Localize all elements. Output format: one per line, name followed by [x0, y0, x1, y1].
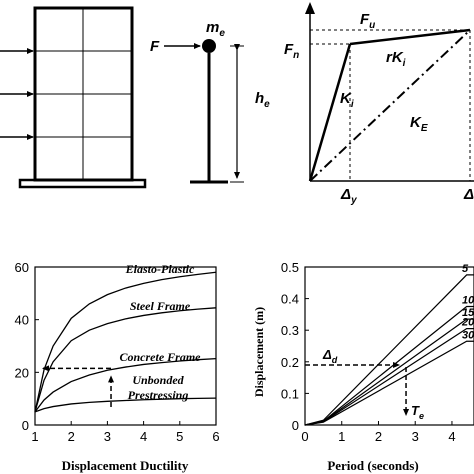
- bilinear-initial: [308, 43, 352, 182]
- lumped-mass: [202, 39, 216, 53]
- c-x-tick-label: 5: [176, 429, 183, 444]
- bilinear-post-yield: [349, 28, 471, 46]
- d-series-line: [304, 305, 474, 426]
- d-series-label: 15: [462, 307, 474, 319]
- d-axes: 0 1 2 3 4 0 0.1 0.2 0.3 0.4 0.5: [281, 260, 474, 444]
- rki-label: rK: [386, 49, 404, 66]
- svg-text:KE: KE: [410, 114, 428, 134]
- d-series-line: [304, 340, 474, 426]
- d-y-tick-label: 0.4: [281, 292, 299, 307]
- c-x-tick-label: 2: [68, 429, 75, 444]
- d-series-line: [304, 328, 474, 426]
- svg-text:Fn: Fn: [284, 41, 299, 61]
- d-annotation: Δd Te: [305, 347, 424, 421]
- d-series-label: 20: [461, 317, 474, 329]
- d-plot-frame: [304, 266, 474, 426]
- d-x-tick-label: 4: [448, 429, 455, 444]
- floor-force-arrows: [0, 48, 34, 140]
- mass-label: m: [206, 19, 219, 36]
- c-series-label: Steel Frame: [130, 299, 191, 313]
- fn-label: F: [284, 41, 294, 58]
- c-y-tick-label: 20: [15, 365, 29, 380]
- rki-subscript: i: [403, 58, 406, 69]
- c-x-tick-label: 1: [31, 429, 38, 444]
- dy-label: Δ: [340, 186, 351, 203]
- c-plot-frame: [34, 266, 217, 426]
- c-series-labels: Elasto-Plastic Steel Frame Concrete Frame U…: [120, 262, 202, 402]
- svg-text:me: me: [206, 19, 225, 39]
- c-series-line: [34, 357, 217, 413]
- c-xlabel: Displacement Ductility: [62, 458, 189, 473]
- height-subscript: e: [264, 99, 270, 110]
- c-x-tick-label: 4: [140, 429, 147, 444]
- c-y-tick-label: 60: [15, 260, 29, 275]
- d-xlabel: Period (seconds): [327, 458, 418, 473]
- du-label: Δ: [463, 186, 474, 203]
- c-y-tick-label: 0: [22, 418, 29, 433]
- d-lines: [304, 274, 474, 426]
- sdof-model: F me he: [150, 19, 270, 184]
- d-te-subscript: e: [419, 411, 424, 421]
- d-x-tick-label: 1: [338, 429, 345, 444]
- d-y-tick-label: 0: [292, 418, 299, 433]
- panel-force-displacement: Fu Fn rKi Ki KE Δy Δ: [284, 2, 474, 206]
- d-delta-subscript: d: [332, 355, 338, 365]
- d-x-tick-label: 3: [412, 429, 419, 444]
- c-series-line: [34, 271, 217, 412]
- svg-text:Fu: Fu: [360, 11, 375, 31]
- d-delta-label: Δd: [322, 347, 338, 365]
- d-series-label: 10: [462, 295, 474, 307]
- d-delta-symbol: Δ: [322, 347, 332, 362]
- d-y-tick-label: 0.5: [281, 260, 299, 275]
- panel-structure: F me he: [0, 6, 270, 189]
- c-series-label: Elasto-Plastic: [125, 262, 195, 276]
- d-te-label: Te: [411, 403, 424, 421]
- ke-label: K: [410, 114, 422, 131]
- c-series-line: [34, 397, 217, 413]
- d-x-tick-label: 2: [375, 429, 382, 444]
- c-series-label: Concrete Frame: [120, 350, 202, 364]
- fu-subscript: u: [369, 20, 375, 31]
- ki-label: K: [340, 90, 352, 107]
- svg-text:Ki: Ki: [340, 90, 354, 110]
- d-ylabel: Displacement (m): [252, 307, 266, 397]
- height-label: h: [255, 90, 264, 107]
- d-y-tick-label: 0.1: [281, 386, 299, 401]
- svg-text:he: he: [255, 90, 270, 110]
- d-y-tick-label: 0.2: [281, 355, 299, 370]
- force-label: F: [150, 38, 160, 55]
- c-series-label: Prestressing: [128, 388, 189, 402]
- c-x-tick-label: 3: [104, 429, 111, 444]
- fu-label: F: [360, 11, 370, 28]
- d-series-line: [304, 318, 474, 426]
- mass-subscript: e: [219, 28, 225, 39]
- c-annotation: [42, 365, 115, 407]
- svg-text:Δy: Δy: [340, 186, 357, 206]
- c-lines: [34, 271, 217, 413]
- dy-subscript: y: [350, 195, 357, 206]
- ki-subscript: i: [351, 99, 354, 110]
- frame-building: [18, 6, 147, 189]
- fn-subscript: n: [293, 50, 299, 61]
- svg-text:rKi: rKi: [386, 49, 406, 69]
- c-series-line: [34, 307, 217, 413]
- c-x-tick-label: 6: [212, 429, 219, 444]
- d-x-tick-label: 0: [301, 429, 308, 444]
- effective-stiffness-line: [309, 29, 471, 182]
- c-series-label: Unbonded: [132, 373, 184, 387]
- d-series-label: 5: [462, 263, 469, 275]
- c-y-tick-label: 40: [15, 313, 29, 328]
- d-te-symbol: T: [411, 403, 420, 418]
- ke-subscript: E: [421, 123, 428, 134]
- d-series-label: 30: [462, 329, 474, 341]
- d-y-tick-label: 0.3: [281, 323, 299, 338]
